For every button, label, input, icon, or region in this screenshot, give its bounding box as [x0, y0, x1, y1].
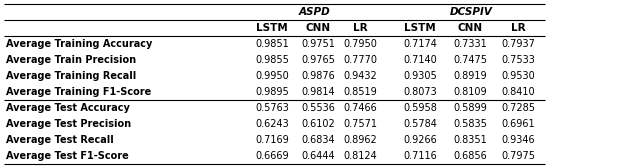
Text: 0.7116: 0.7116 — [403, 151, 437, 161]
Text: 0.5536: 0.5536 — [301, 103, 335, 113]
Text: 0.6961: 0.6961 — [501, 119, 535, 129]
Text: 0.9432: 0.9432 — [343, 71, 377, 81]
Text: 0.9305: 0.9305 — [403, 71, 437, 81]
Text: 0.9266: 0.9266 — [403, 135, 437, 145]
Text: 0.8073: 0.8073 — [403, 87, 437, 97]
Text: 0.8919: 0.8919 — [453, 71, 487, 81]
Text: 0.7169: 0.7169 — [255, 135, 289, 145]
Text: 0.7950: 0.7950 — [343, 39, 377, 49]
Text: 0.6669: 0.6669 — [255, 151, 289, 161]
Text: 0.6243: 0.6243 — [255, 119, 289, 129]
Text: 0.8962: 0.8962 — [343, 135, 377, 145]
Text: 0.6856: 0.6856 — [453, 151, 487, 161]
Text: 0.9814: 0.9814 — [301, 87, 335, 97]
Text: 0.5784: 0.5784 — [403, 119, 437, 129]
Text: 0.8351: 0.8351 — [453, 135, 487, 145]
Text: Average Test F1-Score: Average Test F1-Score — [6, 151, 129, 161]
Text: 0.9950: 0.9950 — [255, 71, 289, 81]
Text: 0.9876: 0.9876 — [301, 71, 335, 81]
Text: 0.7331: 0.7331 — [453, 39, 487, 49]
Text: Average Test Precision: Average Test Precision — [6, 119, 131, 129]
Text: DCSPIV: DCSPIV — [450, 7, 493, 17]
Text: Average Training F1-Score: Average Training F1-Score — [6, 87, 151, 97]
Text: 0.6444: 0.6444 — [301, 151, 335, 161]
Text: CNN: CNN — [305, 23, 331, 33]
Text: Average Test Recall: Average Test Recall — [6, 135, 114, 145]
Text: 0.8109: 0.8109 — [453, 87, 487, 97]
Text: LR: LR — [353, 23, 367, 33]
Text: 0.7975: 0.7975 — [501, 151, 535, 161]
Text: 0.6102: 0.6102 — [301, 119, 335, 129]
Text: 0.7533: 0.7533 — [501, 55, 535, 65]
Text: Average Train Precision: Average Train Precision — [6, 55, 136, 65]
Text: Average Training Accuracy: Average Training Accuracy — [6, 39, 152, 49]
Text: 0.5899: 0.5899 — [453, 103, 487, 113]
Text: 0.7285: 0.7285 — [501, 103, 535, 113]
Text: 0.7571: 0.7571 — [343, 119, 377, 129]
Text: 0.5958: 0.5958 — [403, 103, 437, 113]
Text: Average Test Accuracy: Average Test Accuracy — [6, 103, 130, 113]
Text: Average Training Recall: Average Training Recall — [6, 71, 136, 81]
Text: 0.9895: 0.9895 — [255, 87, 289, 97]
Text: 0.9765: 0.9765 — [301, 55, 335, 65]
Text: 0.9855: 0.9855 — [255, 55, 289, 65]
Text: 0.5835: 0.5835 — [453, 119, 487, 129]
Text: 0.6834: 0.6834 — [301, 135, 335, 145]
Text: LSTM: LSTM — [256, 23, 288, 33]
Text: 0.8410: 0.8410 — [501, 87, 535, 97]
Text: ASPD: ASPD — [299, 7, 331, 17]
Text: 0.9751: 0.9751 — [301, 39, 335, 49]
Text: 0.7466: 0.7466 — [343, 103, 377, 113]
Text: 0.8124: 0.8124 — [343, 151, 377, 161]
Text: 0.9346: 0.9346 — [501, 135, 535, 145]
Text: CNN: CNN — [458, 23, 483, 33]
Text: 0.7174: 0.7174 — [403, 39, 437, 49]
Text: LSTM: LSTM — [404, 23, 436, 33]
Text: 0.9851: 0.9851 — [255, 39, 289, 49]
Text: 0.9530: 0.9530 — [501, 71, 535, 81]
Text: LR: LR — [511, 23, 525, 33]
Text: 0.7770: 0.7770 — [343, 55, 377, 65]
Text: 0.7937: 0.7937 — [501, 39, 535, 49]
Text: 0.7475: 0.7475 — [453, 55, 487, 65]
Text: 0.8519: 0.8519 — [343, 87, 377, 97]
Text: 0.5763: 0.5763 — [255, 103, 289, 113]
Text: 0.7140: 0.7140 — [403, 55, 437, 65]
